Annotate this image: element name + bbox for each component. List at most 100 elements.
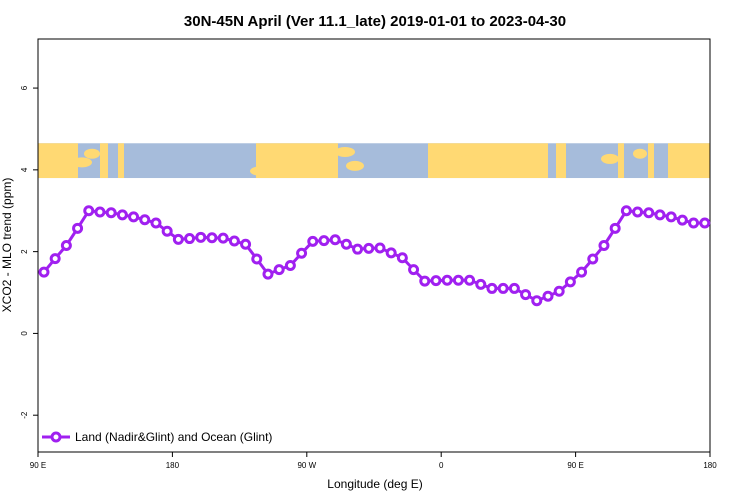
data-point: [542, 290, 554, 302]
data-point: [553, 285, 565, 297]
legend: Land (Nadir&Glint) and Ocean (Glint): [42, 430, 272, 444]
map-land-detail: [84, 148, 100, 159]
map-land-detail: [633, 148, 647, 159]
data-point: [587, 253, 599, 265]
data-point: [620, 205, 632, 217]
map-land: [428, 143, 548, 179]
data-point: [60, 240, 72, 251]
data-point: [307, 235, 319, 247]
data-point: [72, 222, 84, 234]
map-land-detail: [346, 160, 364, 171]
data-point: [396, 252, 408, 264]
data-point: [340, 238, 352, 250]
map-land-detail: [250, 166, 274, 177]
data-point: [251, 253, 263, 265]
map-land: [100, 143, 108, 179]
data-point: [228, 235, 240, 247]
data-point: [452, 274, 464, 286]
data-point: [83, 205, 95, 217]
data-point: [139, 214, 151, 226]
y-tick-label: 6: [20, 85, 29, 90]
data-point: [688, 217, 700, 229]
map-land-detail: [335, 146, 355, 157]
data-point: [329, 234, 341, 246]
map-land: [648, 143, 654, 179]
data-point: [240, 238, 252, 250]
data-point: [116, 209, 128, 221]
data-point: [676, 214, 688, 226]
data-point: [128, 211, 140, 223]
world-map-band: [38, 143, 710, 179]
data-point: [508, 282, 520, 294]
y-axis-label: XCO2 - MLO trend (ppm): [0, 178, 14, 313]
data-point: [632, 206, 644, 218]
data-point: [296, 247, 308, 259]
legend-label: Land (Nadir&Glint) and Ocean (Glint): [75, 430, 272, 444]
data-point: [441, 274, 453, 286]
data-point: [363, 242, 375, 254]
map-land: [618, 143, 624, 179]
x-tick-label: 90 W: [297, 461, 316, 470]
data-point: [385, 247, 397, 259]
data-point: [195, 231, 207, 243]
data-point: [654, 209, 666, 221]
map-land: [38, 143, 78, 179]
data-point: [419, 275, 431, 287]
data-point: [352, 243, 364, 255]
data-point: [172, 233, 184, 245]
series-layer: [38, 205, 711, 307]
map-land-detail: [601, 153, 619, 164]
y-tick-label: -2: [20, 411, 29, 419]
map-land: [668, 143, 710, 179]
data-point: [206, 232, 218, 244]
data-point: [49, 253, 61, 265]
data-point: [150, 217, 162, 229]
data-point: [374, 242, 386, 254]
x-tick-label: 180: [166, 461, 180, 470]
data-point: [576, 266, 588, 278]
data-point: [217, 232, 229, 244]
x-tick-label: 180: [703, 461, 717, 470]
data-point: [475, 278, 487, 290]
x-tick-label: 90 E: [567, 461, 583, 470]
data-point: [430, 275, 442, 287]
y-tick-label: 4: [20, 167, 29, 172]
data-point: [408, 264, 420, 276]
map-land: [556, 143, 566, 179]
map-land-detail: [500, 164, 520, 175]
map-land-detail: [72, 157, 92, 168]
data-point: [520, 289, 532, 301]
data-point: [284, 260, 296, 272]
map-land: [118, 143, 124, 179]
map-land-detail: [456, 155, 484, 166]
data-point: [464, 274, 476, 286]
data-point: [665, 211, 677, 223]
data-point: [564, 276, 576, 288]
y-axis: -2 0 2 4 6: [20, 85, 38, 419]
x-axis-label: Longitude (deg E): [327, 477, 422, 491]
data-point: [699, 217, 711, 229]
data-point: [598, 240, 610, 251]
data-point: [38, 266, 50, 278]
data-point: [184, 233, 196, 245]
data-point: [105, 207, 117, 219]
data-point: [497, 282, 509, 294]
data-point: [643, 207, 655, 219]
data-point: [531, 295, 543, 307]
data-point: [161, 225, 173, 237]
map-ocean: [38, 143, 710, 179]
x-tick-label: 90 E: [30, 461, 46, 470]
data-point: [486, 282, 498, 294]
plot-frame: [37, 38, 711, 453]
data-point: [94, 206, 106, 218]
y-tick-label: 2: [20, 249, 29, 254]
data-point: [609, 222, 621, 234]
data-point: [318, 235, 330, 247]
x-tick-label: 0: [439, 461, 444, 470]
chart-title: 30N-45N April (Ver 11.1_late) 2019-01-01…: [184, 13, 566, 30]
x-axis: 90 E 180 90 W 0 90 E 180: [30, 452, 717, 470]
data-point: [262, 268, 274, 280]
data-point: [273, 264, 285, 276]
y-tick-label: 0: [20, 331, 29, 336]
